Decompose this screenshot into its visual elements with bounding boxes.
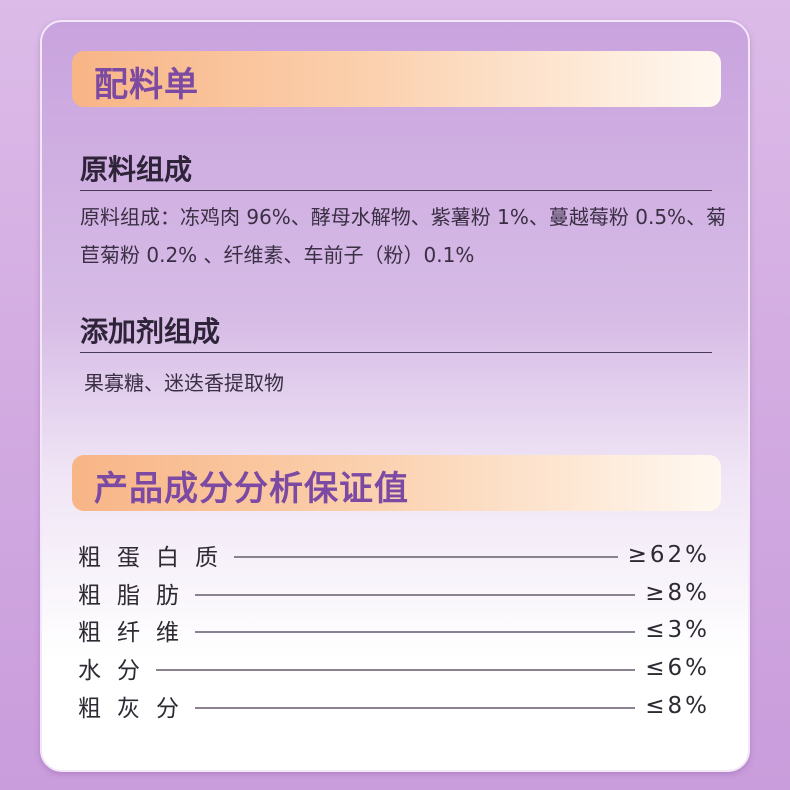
- analysis-row: 粗灰分 ≤8%: [78, 687, 710, 725]
- leader-line: [156, 669, 636, 672]
- analysis-value: ≥8%: [645, 579, 710, 606]
- analysis-label: 水分: [78, 658, 156, 685]
- analysis-value: ≤3%: [645, 617, 710, 644]
- analysis-row: 粗脂肪 ≥8%: [78, 574, 710, 612]
- analysis-row: 水分 ≤6%: [78, 649, 710, 687]
- additives-heading: 添加剂组成: [80, 315, 221, 348]
- section-header-analysis: 产品成分分析保证值: [72, 455, 721, 511]
- section-title: 配料单: [94, 65, 199, 105]
- analysis-label: 粗蛋白质: [78, 544, 234, 571]
- analysis-table: 粗蛋白质 ≥62% 粗脂肪 ≥8% 粗纤维 ≤3% 水分 ≤6% 粗灰分 ≤8%: [78, 536, 710, 725]
- analysis-label: 粗脂肪: [78, 582, 195, 609]
- divider: [80, 352, 712, 353]
- section-header-ingredients: 配料单: [72, 51, 721, 107]
- analysis-row: 粗纤维 ≤3%: [78, 612, 710, 650]
- analysis-label: 粗纤维: [78, 620, 195, 647]
- analysis-value: ≥62%: [627, 541, 710, 568]
- analysis-value: ≤6%: [645, 655, 710, 682]
- divider: [80, 190, 712, 191]
- analysis-value: ≤8%: [645, 693, 710, 720]
- additives-text: 果寡糖、迷迭香提取物: [84, 371, 284, 395]
- leader-line: [234, 555, 618, 558]
- leader-line: [195, 631, 636, 634]
- leader-line: [195, 707, 636, 710]
- ingredient-card: 配料单 原料组成 原料组成：冻鸡肉 96%、酵母水解物、紫薯粉 1%、蔓越莓粉 …: [40, 20, 750, 772]
- analysis-row: 粗蛋白质 ≥62%: [78, 536, 710, 574]
- raw-materials-heading: 原料组成: [80, 153, 193, 186]
- leader-line: [195, 593, 636, 596]
- raw-materials-text: 原料组成：冻鸡肉 96%、酵母水解物、紫薯粉 1%、蔓越莓粉 0.5%、菊苣菊粉…: [80, 205, 727, 267]
- analysis-label: 粗灰分: [78, 696, 195, 723]
- section-title: 产品成分分析保证值: [94, 469, 409, 509]
